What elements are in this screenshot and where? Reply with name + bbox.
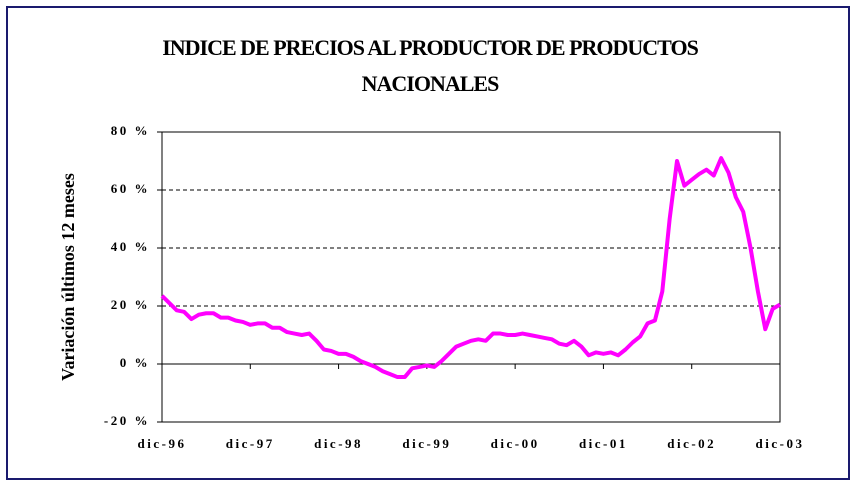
x-tick-label: dic-96 [138, 436, 187, 451]
y-tick-label: 40 % [111, 239, 150, 254]
x-tick-label: dic-97 [226, 436, 275, 451]
line-series [160, 156, 782, 380]
frame [6, 6, 850, 480]
plot-area [161, 131, 781, 423]
y-tick-label: 20 % [111, 297, 150, 312]
x-tick-label: dic-01 [579, 436, 628, 451]
chart-title: INDICE DE PRECIOS AL PRODUCTOR DE PRODUC… [162, 35, 699, 96]
x-tick-label: dic-99 [402, 436, 451, 451]
x-tick-label: dic-02 [667, 436, 716, 451]
y-axis-label: Variación últimos 12 meses [58, 173, 78, 381]
x-tick-label: dic-03 [756, 436, 805, 451]
y-tick-label: -20 % [104, 413, 150, 428]
y-tick-label: 0 % [120, 355, 150, 370]
y-tick-label: 60 % [111, 181, 150, 196]
x-tick-label: dic-98 [314, 436, 363, 451]
y-tick-label: 80 % [111, 123, 150, 138]
x-tick-label: dic-00 [491, 436, 540, 451]
